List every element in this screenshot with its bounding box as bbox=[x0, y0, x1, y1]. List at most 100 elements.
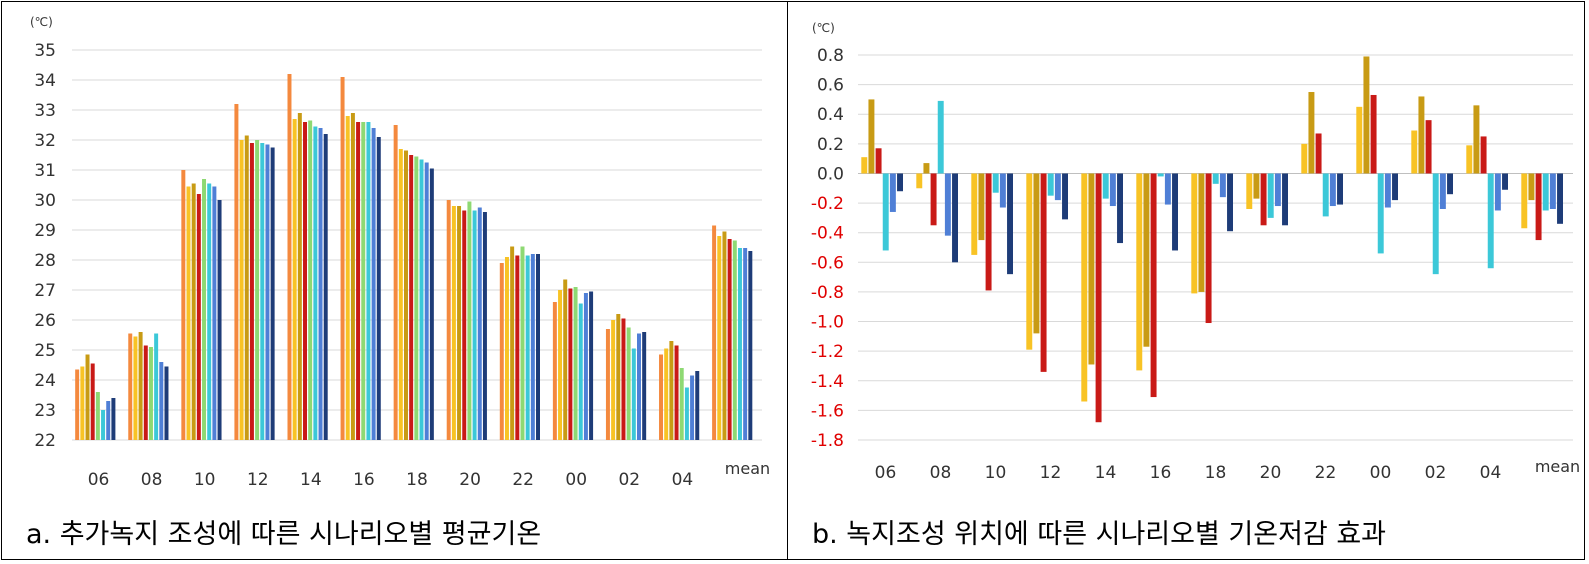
bar-a-S5-22 bbox=[520, 246, 525, 440]
bar-a-S1-mean bbox=[712, 225, 717, 440]
bar-a-S2-10 bbox=[186, 186, 191, 440]
bar-b-S8-10 bbox=[1007, 173, 1013, 275]
bar-b-S3-12 bbox=[1033, 173, 1040, 334]
unit-label: (℃) bbox=[30, 15, 53, 29]
bar-a-S6-04 bbox=[684, 387, 689, 440]
y-tick-label: -1.0 bbox=[811, 313, 844, 333]
x-tick-label: 02 bbox=[618, 470, 640, 490]
bar-a-S7-18 bbox=[424, 162, 429, 440]
bar-b-S4-02 bbox=[1425, 120, 1432, 174]
bar-b-S4-08 bbox=[930, 173, 937, 226]
bar-a-S8-12 bbox=[270, 147, 275, 440]
bar-b-S4-16 bbox=[1150, 173, 1157, 398]
y-tick-label: 25 bbox=[34, 341, 56, 361]
bar-a-S7-16 bbox=[371, 128, 376, 440]
bar-a-S7-22 bbox=[530, 254, 535, 440]
y-tick-label: 35 bbox=[34, 41, 56, 61]
bar-b-S6-12 bbox=[1047, 173, 1054, 196]
bar-b-S4-10 bbox=[985, 173, 992, 291]
chart-a: (℃) 22 23 24 25 26 27 28 29 30 31 32 33 34 35 06 08 10 12 1… bbox=[30, 15, 770, 490]
bar-b-S2-20 bbox=[1246, 173, 1253, 209]
bar-b-S6-06 bbox=[882, 173, 889, 251]
bar-a-S6-12 bbox=[260, 143, 265, 440]
y-tick-label: 28 bbox=[34, 251, 56, 271]
bar-b-S3-14 bbox=[1088, 173, 1095, 365]
bar-b-S4-04 bbox=[1480, 136, 1487, 174]
bar-a-S1-08 bbox=[128, 333, 133, 440]
bar-b-S3-08 bbox=[923, 163, 930, 174]
bar-a-S3-02 bbox=[616, 314, 621, 440]
x-tick-label: 14 bbox=[300, 470, 322, 490]
y-tick-label: 22 bbox=[34, 431, 56, 451]
bar-b-S8-04 bbox=[1502, 173, 1508, 190]
bar-b-S4-mean bbox=[1535, 173, 1542, 241]
bar-a-S5-18 bbox=[414, 156, 419, 440]
x-tick-label: 08 bbox=[141, 470, 163, 490]
bar-a-S1-10 bbox=[181, 170, 186, 440]
bar-b-S4-22 bbox=[1315, 133, 1322, 174]
bar-a-S8-18 bbox=[429, 168, 434, 440]
bar-a-S8-16 bbox=[376, 137, 381, 440]
y-tick-label: 26 bbox=[34, 311, 56, 331]
y-tick-label: -0.4 bbox=[811, 224, 844, 244]
bar-a-S4-06 bbox=[90, 363, 95, 440]
bar-a-S8-20 bbox=[482, 212, 487, 440]
bar-b-S8-00 bbox=[1392, 173, 1398, 201]
x-tick-label: 06 bbox=[88, 470, 110, 490]
bar-b-S4-18 bbox=[1205, 173, 1212, 324]
bar-b-S8-18 bbox=[1227, 173, 1233, 232]
bar-b-S7-06 bbox=[889, 173, 896, 212]
bar-b-S8-12 bbox=[1062, 173, 1068, 220]
bar-a-S8-04 bbox=[695, 371, 700, 440]
bar-b-S8-20 bbox=[1282, 173, 1288, 226]
bar-b-S2-mean bbox=[1521, 173, 1528, 229]
x-tick-label: 04 bbox=[1480, 463, 1502, 483]
bar-b-S8-16 bbox=[1172, 173, 1178, 251]
bar-a-S6-16 bbox=[366, 122, 371, 440]
bar-b-S4-00 bbox=[1370, 94, 1377, 174]
bar-a-S3-12 bbox=[244, 135, 249, 440]
bar-b-S6-16 bbox=[1157, 173, 1164, 177]
bar-a-S2-16 bbox=[345, 116, 350, 440]
bar-b-S8-02 bbox=[1447, 173, 1453, 195]
bar-a-S4-16 bbox=[356, 122, 361, 440]
bar-b-S7-14 bbox=[1109, 173, 1116, 207]
bar-a-S5-12 bbox=[255, 140, 260, 440]
y-tick-label: 30 bbox=[34, 191, 56, 211]
bar-a-S5-04 bbox=[679, 368, 684, 440]
bar-a-S5-20 bbox=[467, 201, 472, 440]
bar-a-S3-10 bbox=[191, 183, 196, 440]
y-tick-label: -1.8 bbox=[811, 431, 844, 451]
bar-b-S6-mean bbox=[1542, 173, 1549, 211]
bar-a-S1-02 bbox=[605, 329, 610, 440]
bar-b-S3-02 bbox=[1418, 96, 1425, 174]
bar-b-S2-16 bbox=[1136, 173, 1143, 371]
bar-a-S4-02 bbox=[621, 318, 626, 440]
x-tick-label: 12 bbox=[1040, 463, 1062, 483]
x-tick-label: 14 bbox=[1095, 463, 1117, 483]
y-tick-label: 0.8 bbox=[817, 46, 844, 66]
bar-b-S3-10 bbox=[978, 173, 985, 241]
bar-a-S7-00 bbox=[583, 293, 588, 440]
x-tick-label: 16 bbox=[1150, 463, 1172, 483]
bar-a-S4-08 bbox=[143, 345, 148, 440]
bar-b-S7-mean bbox=[1549, 173, 1556, 209]
bar-a-S1-20 bbox=[446, 200, 451, 440]
y-tick-label: 0.4 bbox=[817, 105, 844, 125]
bar-a-S3-08 bbox=[138, 332, 143, 440]
x-tick-label: 20 bbox=[1260, 463, 1282, 483]
bar-a-S1-06 bbox=[75, 369, 80, 440]
bar-a-S7-14 bbox=[318, 128, 323, 440]
bar-a-S1-16 bbox=[340, 77, 345, 440]
bar-b-S3-20 bbox=[1253, 173, 1260, 199]
bar-a-S3-mean bbox=[722, 231, 727, 440]
bar-a-S8-06 bbox=[111, 398, 116, 440]
x-tick-label: mean bbox=[1535, 457, 1580, 476]
bar-b-S7-02 bbox=[1439, 173, 1446, 209]
bar-a-S3-06 bbox=[85, 354, 90, 440]
bar-a-S4-14 bbox=[303, 122, 307, 440]
bar-a-S8-10 bbox=[217, 200, 222, 440]
bar-b-S4-12 bbox=[1040, 173, 1047, 372]
panel-b: (℃) 0.8 0.6 0.4 0.2 0.0 -0.2 -0.4 -0.6 -0.8 -1.0 -1… bbox=[787, 2, 1585, 559]
